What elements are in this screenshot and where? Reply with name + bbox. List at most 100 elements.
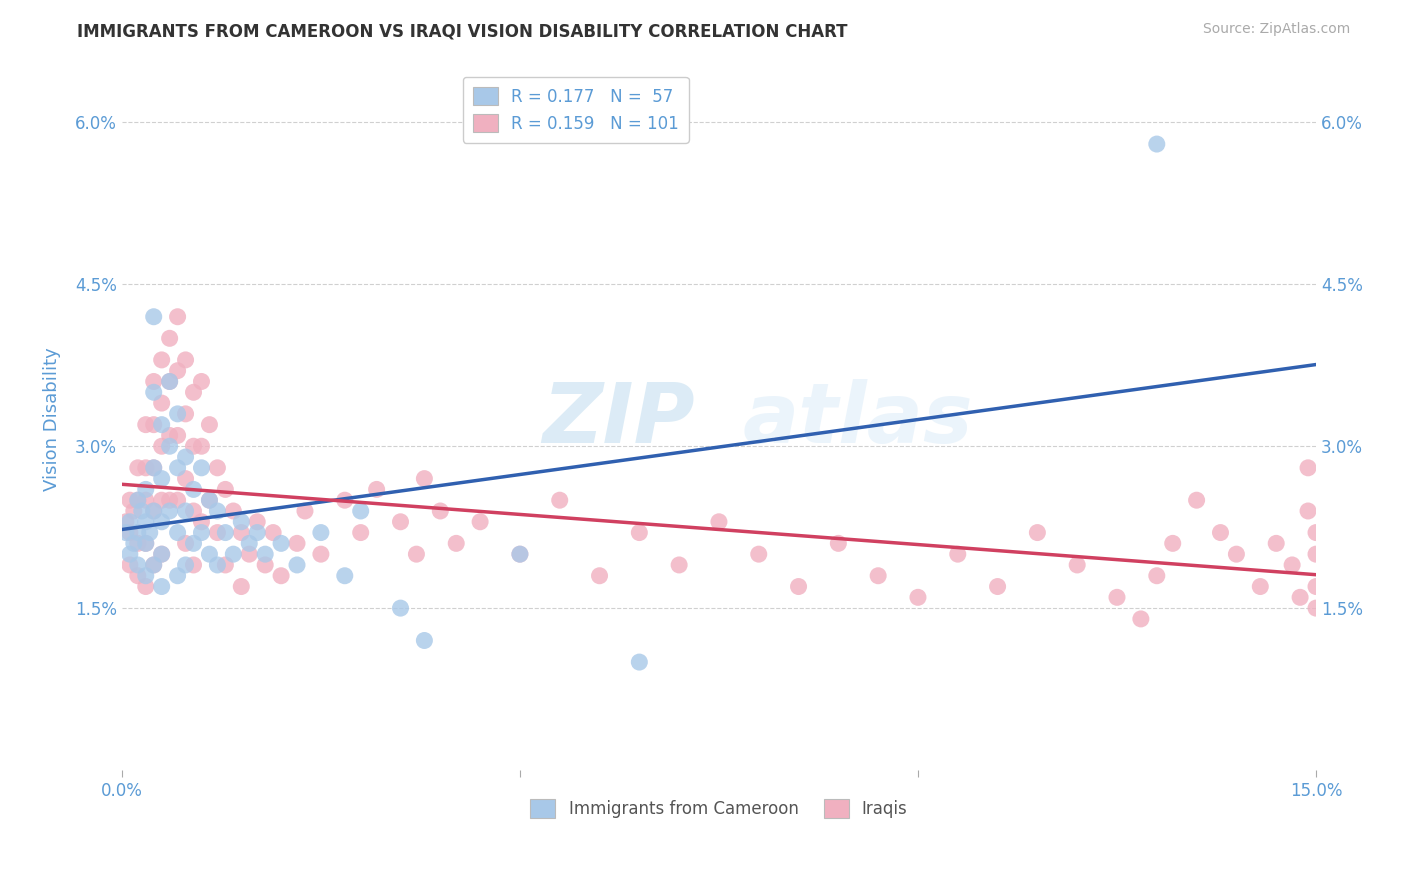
- Point: [142, 375, 165, 389]
- Point: [142, 460, 165, 475]
- Point: [166, 407, 188, 421]
- Point: [135, 493, 157, 508]
- Point: [285, 558, 308, 572]
- Point: [166, 460, 188, 475]
- Point: [142, 385, 165, 400]
- Point: [166, 568, 188, 582]
- Point: [135, 515, 157, 529]
- Point: [246, 525, 269, 540]
- Point: [1305, 547, 1327, 561]
- Point: [1146, 568, 1168, 582]
- Text: IMMIGRANTS FROM CAMEROON VS IRAQI VISION DISABILITY CORRELATION CHART: IMMIGRANTS FROM CAMEROON VS IRAQI VISION…: [77, 22, 848, 40]
- Point: [150, 472, 173, 486]
- Point: [270, 568, 292, 582]
- Point: [159, 504, 181, 518]
- Point: [174, 504, 197, 518]
- Point: [294, 504, 316, 518]
- Point: [150, 580, 173, 594]
- Point: [198, 493, 221, 508]
- Point: [668, 558, 690, 572]
- Point: [1305, 525, 1327, 540]
- Point: [1225, 547, 1247, 561]
- Point: [748, 547, 770, 561]
- Point: [1265, 536, 1288, 550]
- Point: [509, 547, 531, 561]
- Point: [150, 396, 173, 410]
- Point: [115, 515, 138, 529]
- Point: [174, 536, 197, 550]
- Point: [787, 580, 810, 594]
- Point: [1161, 536, 1184, 550]
- Point: [142, 504, 165, 518]
- Text: ZIP: ZIP: [543, 379, 695, 459]
- Point: [468, 515, 491, 529]
- Point: [159, 439, 181, 453]
- Point: [827, 536, 849, 550]
- Point: [135, 536, 157, 550]
- Point: [166, 525, 188, 540]
- Point: [254, 547, 277, 561]
- Point: [231, 525, 253, 540]
- Point: [1129, 612, 1152, 626]
- Point: [150, 439, 173, 453]
- Point: [127, 525, 149, 540]
- Point: [135, 460, 157, 475]
- Point: [413, 633, 436, 648]
- Point: [135, 568, 157, 582]
- Point: [135, 483, 157, 497]
- Point: [190, 515, 212, 529]
- Point: [366, 483, 388, 497]
- Point: [150, 493, 173, 508]
- Point: [190, 525, 212, 540]
- Point: [183, 558, 205, 572]
- Point: [1305, 580, 1327, 594]
- Point: [1281, 558, 1303, 572]
- Point: [190, 460, 212, 475]
- Point: [238, 536, 260, 550]
- Point: [628, 525, 651, 540]
- Point: [150, 547, 173, 561]
- Point: [1185, 493, 1208, 508]
- Point: [115, 525, 138, 540]
- Point: [159, 493, 181, 508]
- Point: [135, 417, 157, 432]
- Point: [207, 558, 229, 572]
- Point: [405, 547, 427, 561]
- Point: [127, 493, 149, 508]
- Point: [198, 417, 221, 432]
- Point: [174, 352, 197, 367]
- Point: [159, 375, 181, 389]
- Point: [150, 417, 173, 432]
- Point: [127, 536, 149, 550]
- Point: [174, 450, 197, 464]
- Point: [509, 547, 531, 561]
- Point: [118, 493, 141, 508]
- Point: [183, 536, 205, 550]
- Point: [131, 504, 153, 518]
- Point: [1296, 460, 1319, 475]
- Text: atlas: atlas: [742, 379, 973, 459]
- Point: [868, 568, 890, 582]
- Point: [142, 558, 165, 572]
- Point: [1249, 580, 1271, 594]
- Point: [150, 515, 173, 529]
- Point: [389, 515, 412, 529]
- Point: [142, 504, 165, 518]
- Point: [198, 547, 221, 561]
- Point: [127, 558, 149, 572]
- Point: [166, 310, 188, 324]
- Point: [135, 580, 157, 594]
- Point: [214, 525, 236, 540]
- Point: [548, 493, 571, 508]
- Point: [142, 310, 165, 324]
- Point: [174, 472, 197, 486]
- Point: [231, 580, 253, 594]
- Point: [707, 515, 730, 529]
- Point: [183, 385, 205, 400]
- Point: [588, 568, 610, 582]
- Point: [907, 591, 929, 605]
- Point: [238, 547, 260, 561]
- Point: [118, 547, 141, 561]
- Point: [122, 504, 145, 518]
- Point: [159, 428, 181, 442]
